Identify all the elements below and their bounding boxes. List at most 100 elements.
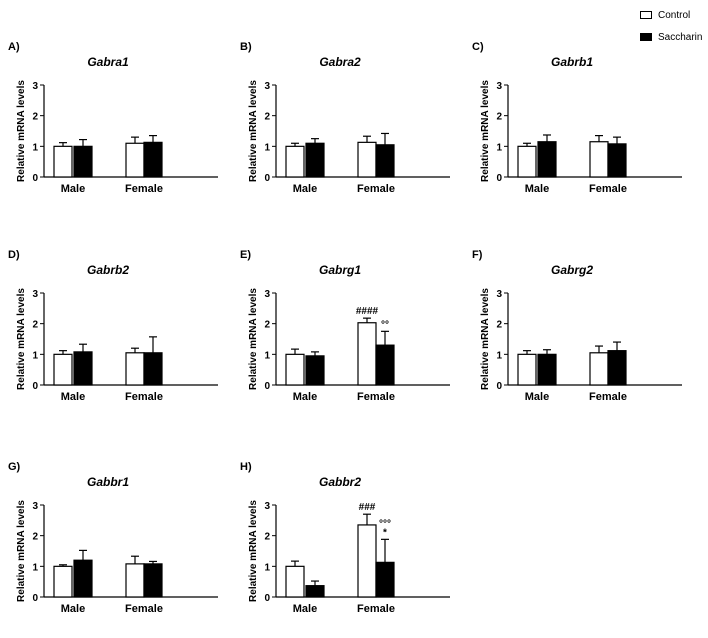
x-category-label: Male [61,183,85,195]
y-tick-label: 3 [32,289,38,300]
y-tick-label: 2 [264,320,270,331]
bar-saccharin-male [305,585,325,598]
chart-title: Gabrb1 [551,55,593,69]
legend-swatch-saccharin [640,33,652,41]
bar-saccharin-male [305,142,325,178]
x-category-label: Female [125,183,163,195]
y-tick-label: 3 [264,289,270,300]
bar-control-male [517,353,537,386]
y-tick-label: 3 [496,81,502,92]
bar-saccharin-female [143,352,163,386]
significance-marker: °° [381,319,389,330]
bar-control-female [589,141,609,178]
chart-title: Gabra2 [319,55,361,69]
y-tick-label: 1 [496,142,502,153]
bar-control-male [285,353,305,386]
bar-control-female [357,322,377,386]
legend-item-control: Control [640,8,706,22]
y-tick-label: 2 [264,112,270,123]
y-tick-label: 0 [32,381,38,392]
panel-7: G) Gabbr1 Relative mRNA levels 0 1 2 3 Male Fema… [8,461,218,615]
x-category-label: Male [61,603,85,615]
panel-label: B) [240,41,252,53]
y-tick-label: 2 [496,320,502,331]
legend-item-saccharin: Saccharin [640,30,706,44]
y-tick-label: 3 [496,289,502,300]
bar-saccharin-male [73,351,93,386]
y-tick-label: 0 [264,173,270,184]
panel-label: E) [240,249,251,261]
panel-3: C) Gabrb1 Relative mRNA levels 0 1 2 3 Male Fema… [472,41,682,195]
chart-title: Gabrg2 [551,263,593,277]
bar-control-female [357,141,377,178]
x-category-label: Male [293,603,317,615]
bar-saccharin-male [73,559,93,598]
bar-control-female [125,142,145,178]
x-category-label: Female [589,391,627,403]
bar-saccharin-female [143,141,163,178]
x-category-label: Female [125,391,163,403]
bar-saccharin-female [375,144,395,178]
y-tick-label: 2 [32,112,38,123]
bar-control-female [589,352,609,386]
legend-label-control: Control [658,9,691,21]
panel-label: F) [472,249,483,261]
chart-title: Gabrb2 [87,263,129,277]
bar-saccharin-male [537,141,557,178]
x-category-label: Male [525,183,549,195]
bar-saccharin-female [607,143,627,178]
bar-saccharin-male [73,145,93,178]
y-axis-label: Relative mRNA levels [16,80,27,182]
y-tick-label: 1 [264,142,270,153]
x-category-label: Male [293,391,317,403]
y-tick-label: 3 [32,81,38,92]
bar-control-female [357,524,377,598]
x-category-label: Female [589,183,627,195]
y-tick-label: 0 [496,381,502,392]
chart-title: Gabra1 [87,55,129,69]
panel-2: B) Gabra2 Relative mRNA levels 0 1 2 3 Male Fema… [240,41,450,195]
bar-control-female [125,563,145,598]
x-category-label: Female [125,603,163,615]
chart-title: Gabbr2 [319,475,361,489]
chart-title: Gabbr1 [87,475,129,489]
bar-control-male [285,565,305,598]
y-tick-label: 0 [32,173,38,184]
y-tick-label: 0 [32,593,38,604]
bar-control-male [53,565,73,598]
y-tick-label: 0 [264,381,270,392]
panel-label: D) [8,249,20,261]
bar-control-male [53,145,73,178]
y-tick-label: 1 [32,142,38,153]
y-tick-label: 0 [496,173,502,184]
y-axis-label: Relative mRNA levels [248,80,259,182]
y-axis-label: Relative mRNA levels [480,80,491,182]
bar-saccharin-female [375,561,395,598]
bar-control-male [517,145,537,178]
y-tick-label: 1 [264,562,270,573]
panel-4: D) Gabrb2 Relative mRNA levels 0 1 2 3 Male Fema… [8,249,218,403]
significance-marker: #### [356,306,379,317]
bar-control-male [53,353,73,386]
panel-5: E) Gabrg1 Relative mRNA levels 0 1 2 3 Male Fema… [240,249,450,403]
y-tick-label: 3 [32,501,38,512]
bar-control-female [125,352,145,386]
x-category-label: Male [61,391,85,403]
y-tick-label: 2 [32,532,38,543]
bar-saccharin-male [305,355,325,386]
bar-saccharin-male [537,353,557,386]
bar-saccharin-female [143,563,163,598]
legend: Control Saccharin [640,8,706,52]
x-category-label: Male [525,391,549,403]
y-tick-label: 2 [264,532,270,543]
y-tick-label: 3 [264,501,270,512]
panel-label: A) [8,41,20,53]
y-tick-label: 1 [32,350,38,361]
y-tick-label: 1 [496,350,502,361]
chart-title: Gabrg1 [319,263,361,277]
legend-swatch-control [640,11,652,19]
panel-label: C) [472,41,484,53]
x-category-label: Female [357,391,395,403]
y-tick-label: 0 [264,593,270,604]
